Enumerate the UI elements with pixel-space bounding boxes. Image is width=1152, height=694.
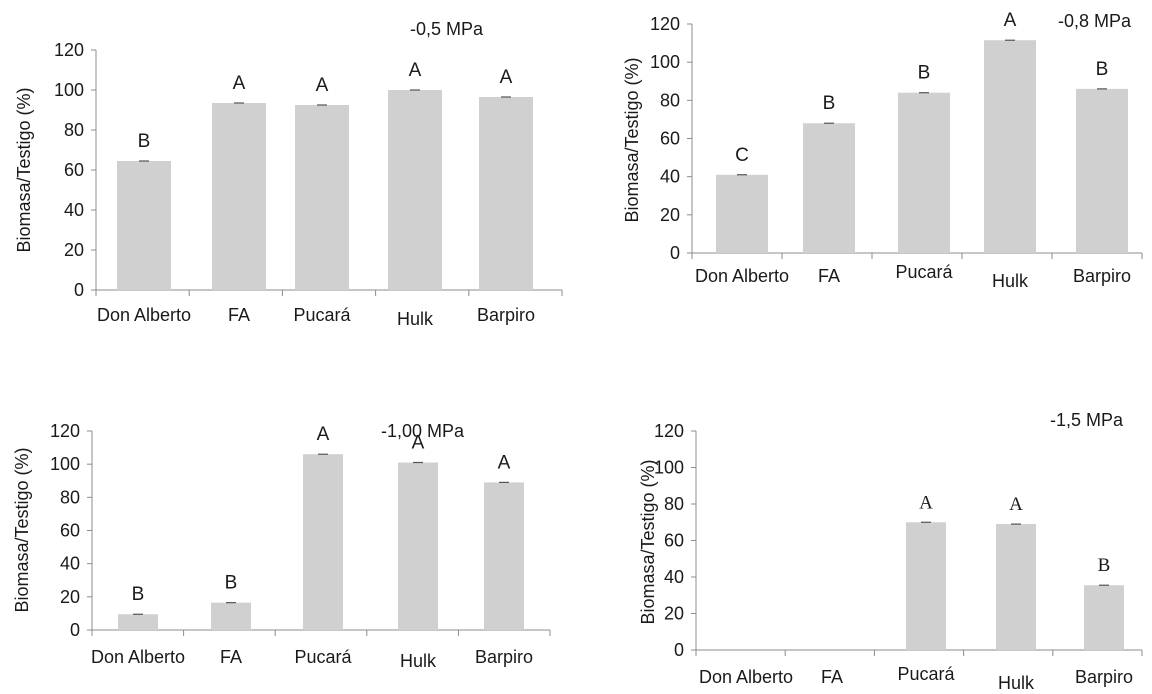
- significance-letter: A: [409, 60, 422, 81]
- category-label: Pucará: [895, 262, 953, 282]
- category-label: Barpiro: [1075, 667, 1133, 687]
- bar: [1076, 88, 1128, 253]
- y-axis-title: Biomasa/Testigo (%): [638, 459, 658, 624]
- bar: [211, 602, 251, 630]
- y-tick-label: 20: [64, 240, 84, 260]
- significance-letter: B: [225, 573, 238, 594]
- significance-letter: A: [1009, 494, 1023, 515]
- y-tick-label: 40: [60, 554, 80, 574]
- category-label: Barpiro: [1073, 266, 1131, 286]
- chart-0-8-mpa: 0 20 40 60 80 100 120 C Don Alberto B FA B Pucará A Hu…: [622, 10, 1143, 291]
- significance-letter: B: [1098, 555, 1111, 576]
- category-label: Don Alberto: [91, 647, 185, 667]
- category-label: Barpiro: [477, 305, 535, 325]
- category-label: Don Alberto: [695, 266, 789, 286]
- y-tick-label: 120: [654, 421, 684, 441]
- bar: [388, 90, 442, 290]
- significance-letter: B: [1096, 59, 1109, 80]
- category-label: Don Alberto: [699, 667, 793, 687]
- category-label: FA: [228, 305, 250, 325]
- y-axis-title: Biomasa/Testigo (%): [12, 447, 32, 612]
- y-tick-label: 120: [54, 40, 84, 60]
- y-tick-label: 100: [54, 80, 84, 100]
- bar: [118, 614, 158, 630]
- y-tick-label: 40: [664, 567, 684, 587]
- bar: [479, 97, 533, 290]
- chart-title: -0,5 MPa: [410, 19, 484, 39]
- category-label: Pucará: [897, 664, 955, 684]
- bar: [898, 92, 950, 253]
- bar: [716, 174, 768, 253]
- y-tick-label: 20: [60, 587, 80, 607]
- chart-title: -1,00 MPa: [381, 421, 465, 441]
- bar: [803, 123, 855, 253]
- chart-title: -1,5 MPa: [1050, 410, 1124, 430]
- y-tick-label: 0: [674, 640, 684, 660]
- significance-letter: C: [735, 145, 749, 166]
- y-tick-label: 60: [64, 160, 84, 180]
- bar: [984, 40, 1036, 254]
- y-tick-label: 100: [654, 458, 684, 478]
- category-label: FA: [220, 647, 242, 667]
- significance-letter: A: [498, 452, 511, 473]
- y-tick-label: 80: [60, 487, 80, 507]
- category-label: Hulk: [992, 271, 1029, 291]
- y-tick-label: 40: [660, 167, 680, 187]
- bar: [295, 105, 349, 290]
- significance-letter: B: [132, 584, 145, 605]
- y-tick-label: 120: [50, 421, 80, 441]
- chart-title: -0,8 MPa: [1058, 11, 1132, 31]
- y-tick-label: 60: [60, 521, 80, 541]
- bar: [1084, 585, 1124, 650]
- y-tick-label: 60: [664, 531, 684, 551]
- y-tick-label: 120: [650, 14, 680, 34]
- y-tick-label: 20: [660, 205, 680, 225]
- significance-letter: A: [317, 424, 330, 445]
- y-tick-label: 100: [50, 454, 80, 474]
- bar: [212, 103, 266, 290]
- significance-letter: A: [919, 492, 933, 513]
- y-tick-label: 0: [70, 620, 80, 640]
- y-tick-label: 80: [664, 494, 684, 514]
- category-label: Hulk: [400, 651, 437, 671]
- significance-letter: B: [918, 63, 931, 84]
- y-tick-label: 40: [64, 200, 84, 220]
- category-label: Don Alberto: [97, 305, 191, 325]
- y-axis-title: Biomasa/Testigo (%): [622, 57, 642, 222]
- chart-1-5-mpa: 0 20 40 60 80 100 120 Don Alberto FA A Pucará A Hulk…: [638, 410, 1143, 693]
- y-tick-label: 80: [64, 120, 84, 140]
- y-tick-label: 80: [660, 90, 680, 110]
- bar: [303, 454, 343, 630]
- category-label: Barpiro: [475, 647, 533, 667]
- significance-letter: A: [316, 75, 329, 96]
- category-label: Pucará: [294, 647, 352, 667]
- category-label: Hulk: [998, 673, 1035, 693]
- category-label: Hulk: [397, 309, 434, 329]
- significance-letter: A: [233, 73, 246, 94]
- significance-letter: A: [412, 433, 425, 454]
- bar: [484, 482, 524, 630]
- significance-letter: A: [500, 67, 513, 88]
- y-tick-label: 0: [670, 243, 680, 263]
- y-tick-label: 20: [664, 604, 684, 624]
- category-label: FA: [821, 667, 843, 687]
- bar: [117, 161, 171, 290]
- category-label: Pucará: [293, 305, 351, 325]
- y-axis-title: Biomasa/Testigo (%): [14, 87, 34, 252]
- bar: [996, 524, 1036, 650]
- significance-letter: B: [138, 131, 151, 152]
- significance-letter: A: [1004, 10, 1017, 31]
- y-tick-label: 100: [650, 52, 680, 72]
- y-tick-label: 0: [74, 280, 84, 300]
- bar: [398, 462, 438, 630]
- y-tick-label: 60: [660, 129, 680, 149]
- category-label: FA: [818, 266, 840, 286]
- significance-letter: B: [823, 93, 836, 114]
- chart-0-5-mpa: 0 20 40 60 80 100 120 B Don Alberto A FA A Pucará A Hu…: [14, 19, 563, 329]
- bar: [906, 522, 946, 650]
- chart-1-00-mpa: 0 20 40 60 80 100 120 B Don Alberto B FA A Pucará A Hu…: [12, 421, 551, 671]
